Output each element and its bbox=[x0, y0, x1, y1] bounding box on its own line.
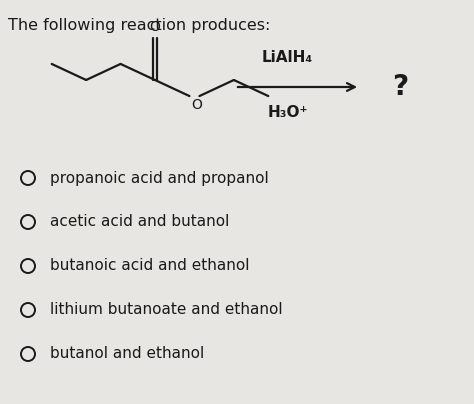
Text: LiAlH₄: LiAlH₄ bbox=[262, 50, 313, 65]
Text: ?: ? bbox=[392, 73, 408, 101]
Text: butanol and ethanol: butanol and ethanol bbox=[50, 347, 204, 362]
Text: acetic acid and butanol: acetic acid and butanol bbox=[50, 215, 229, 229]
Text: O: O bbox=[191, 98, 202, 112]
Text: H₃O⁺: H₃O⁺ bbox=[267, 105, 308, 120]
Text: O: O bbox=[150, 20, 160, 34]
Text: lithium butanoate and ethanol: lithium butanoate and ethanol bbox=[50, 303, 283, 318]
Text: The following reaction produces:: The following reaction produces: bbox=[8, 18, 270, 33]
Text: propanoic acid and propanol: propanoic acid and propanol bbox=[50, 170, 269, 185]
Text: butanoic acid and ethanol: butanoic acid and ethanol bbox=[50, 259, 249, 274]
